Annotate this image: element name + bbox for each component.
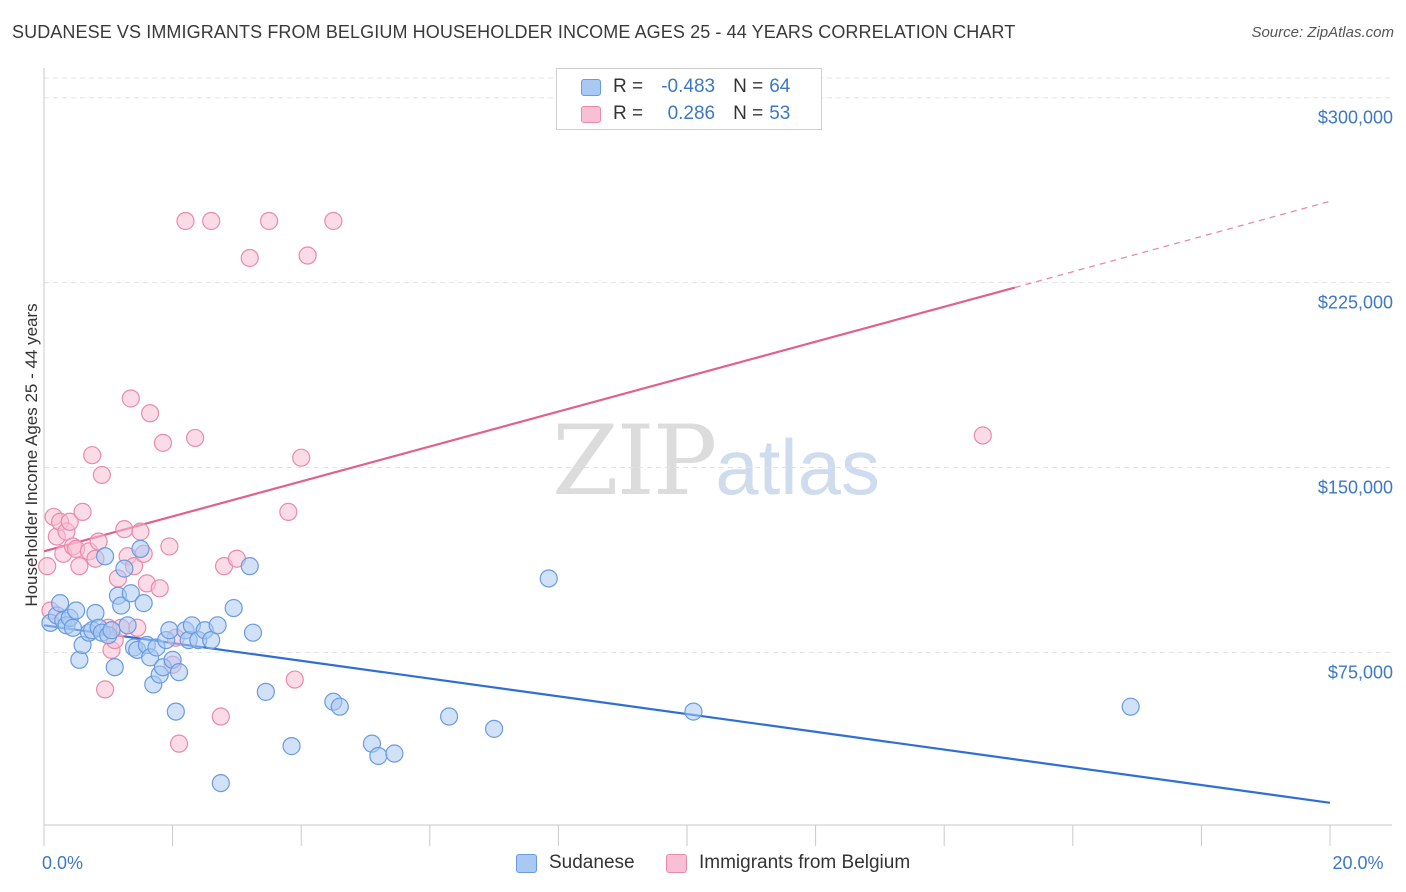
chart-title: SUDANESE VS IMMIGRANTS FROM BELGIUM HOUS… [12,22,1016,42]
watermark-part2: atlas [715,423,880,511]
data-point-belgium [150,579,169,598]
legend-r-label: R = [613,76,644,97]
data-point-sudanese [211,773,230,793]
data-point-belgium [240,248,259,268]
data-point-sudanese [112,596,131,615]
data-point-belgium [153,433,173,452]
data-point-sudanese [134,594,153,613]
data-point-sudanese [86,603,105,623]
data-point-sudanese [169,663,189,682]
legend-swatch-sudanese [581,78,601,96]
data-point-belgium [285,670,304,689]
data-point-belgium [176,211,195,231]
data-point-sudanese [1121,697,1140,716]
data-point-belgium [973,426,992,445]
data-point-belgium [279,502,298,522]
data-point-sudanese [282,737,301,756]
series-legend-label-sudanese: Sudanese [549,852,635,873]
legend-r-value: 0.286 [667,103,716,124]
data-point-belgium [121,389,140,408]
data-point-belgium [259,211,279,231]
legend-row-belgium: R = 0.286 N = 53 [581,102,790,126]
legend-r-label: R = [613,103,644,124]
axis-layer: $75,000 $150,000 $225,000 $300,000 0.0% 20.0% [42,68,1393,873]
legend-swatch-belgium [581,105,601,123]
correlation-legend: R = -0.483 N = 64 R = 0.286 N = 53 [556,68,822,130]
data-point-belgium [70,557,89,576]
data-point-sudanese [240,557,259,576]
watermark: ZIPatlas [552,405,880,517]
data-point-belgium [211,707,230,726]
data-point-sudanese [539,569,558,588]
data-point-belgium [186,428,205,448]
series-legend-item-sudanese: Sudanese [516,852,635,874]
data-point-sudanese [118,616,137,635]
data-point-sudanese [50,594,70,613]
data-point-sudanese [160,621,179,640]
series-legend-swatch-sudanese [516,853,537,873]
y-tick-label: $150,000 [1318,478,1393,498]
data-point-belgium [292,448,311,467]
x-tick-label: 0.0% [42,853,83,873]
trend-line-extension-belgium [1014,200,1331,289]
data-point-belgium [73,502,92,522]
legend-row-sudanese: R = -0.483 N = 64 [581,75,790,99]
legend-n-label: N = [733,103,764,124]
data-point-sudanese [131,539,150,558]
data-point-belgium [160,537,179,556]
data-point-belgium [140,404,160,423]
data-point-belgium [83,446,102,465]
data-point-belgium [95,680,115,699]
legend-n-value: 53 [769,103,791,124]
data-point-sudanese [243,623,263,642]
data-point-sudanese [70,650,89,669]
data-point-sudanese [224,598,243,618]
data-point-belgium [92,465,111,485]
data-point-sudanese [208,616,227,635]
series-legend-swatch-belgium [666,853,687,873]
trend-line-belgium [43,286,1016,553]
data-point-sudanese [485,719,504,738]
points-layer [38,211,1140,793]
watermark-part1: ZIP [552,405,717,517]
data-point-belgium [115,520,134,539]
data-point-belgium [324,211,343,231]
legend-n-label: N = [733,76,764,97]
y-axis-label: Householder Income Ages 25 - 44 years [22,303,41,606]
data-point-sudanese [439,707,459,726]
chart-source: Source: ZipAtlas.com [1251,24,1394,41]
data-point-belgium [169,734,189,753]
data-point-sudanese [105,658,124,677]
data-point-sudanese [256,682,275,701]
series-legend-item-belgium: Immigrants from Belgium [666,852,910,874]
data-point-belgium [60,512,79,531]
data-point-sudanese [121,584,140,603]
data-point-sudanese [684,702,703,721]
legend-n-value: 64 [769,76,791,97]
data-point-belgium [131,522,150,541]
series-legend-label-belgium: Immigrants from Belgium [699,852,911,873]
data-point-belgium [298,246,317,265]
data-point-sudanese [63,618,83,637]
data-point-belgium [38,557,57,576]
data-point-sudanese [385,744,404,763]
legend-r-value: -0.483 [661,76,716,97]
data-point-sudanese [67,601,86,620]
y-tick-label: $75,000 [1328,662,1393,682]
data-point-sudanese [95,547,115,566]
data-point-belgium [202,211,221,231]
data-point-sudanese [115,559,134,578]
data-point-sudanese [369,746,388,766]
data-point-sudanese [166,702,185,721]
series-legend: Sudanese Immigrants from Belgium [0,852,1406,878]
y-tick-label: $225,000 [1318,293,1393,313]
data-point-sudanese [330,697,349,716]
y-tick-label: $300,000 [1318,108,1393,128]
data-point-sudanese [102,621,121,640]
x-tick-label: 20.0% [1332,853,1383,873]
